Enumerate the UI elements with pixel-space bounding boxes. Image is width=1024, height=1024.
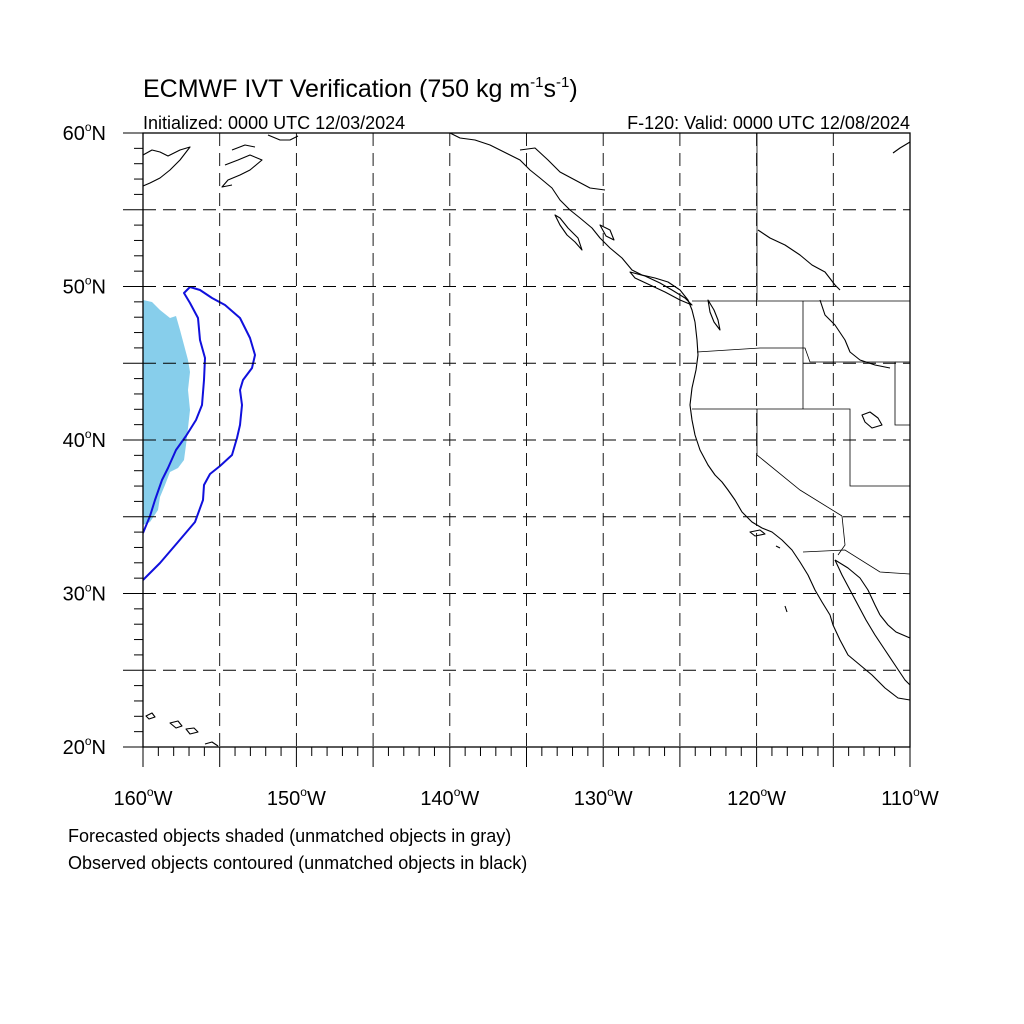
observed-contour-outer [142,286,256,581]
longitude-labels: 160oW 150oW 140oW 130oW 120oW 110oW [114,785,939,810]
longitude-label: 130oW [574,785,633,810]
longitude-label: 150oW [267,785,326,810]
legend-forecast-note: Forecasted objects shaded (unmatched obj… [68,826,511,846]
latitude-label: 20oN [63,734,106,759]
initialized-label: Initialized: 0000 UTC 12/03/2024 [143,113,405,133]
legend-observed-note: Observed objects contoured (unmatched ob… [68,853,527,873]
longitude-label: 140oW [420,785,479,810]
map-title: ECMWF IVT Verification (750 kg m-1s-1) [143,74,578,103]
latitude-label: 30oN [63,581,106,606]
coastlines [142,132,911,747]
latitude-label: 50oN [63,274,106,299]
graticule [143,133,910,747]
latitude-label: 60oN [63,120,106,145]
political-borders [692,133,911,575]
longitude-label: 110oW [881,785,939,810]
valid-label: F-120: Valid: 0000 UTC 12/08/2024 [627,113,910,133]
latitude-label: 40oN [63,427,106,452]
longitude-label: 160oW [114,785,173,810]
map-frame [123,132,911,767]
axis-ticks [123,132,911,767]
forecast-object-shaded [143,300,190,525]
latitude-labels: 60oN 50oN 40oN 30oN 20oN [63,120,106,759]
longitude-label: 120oW [727,785,786,810]
